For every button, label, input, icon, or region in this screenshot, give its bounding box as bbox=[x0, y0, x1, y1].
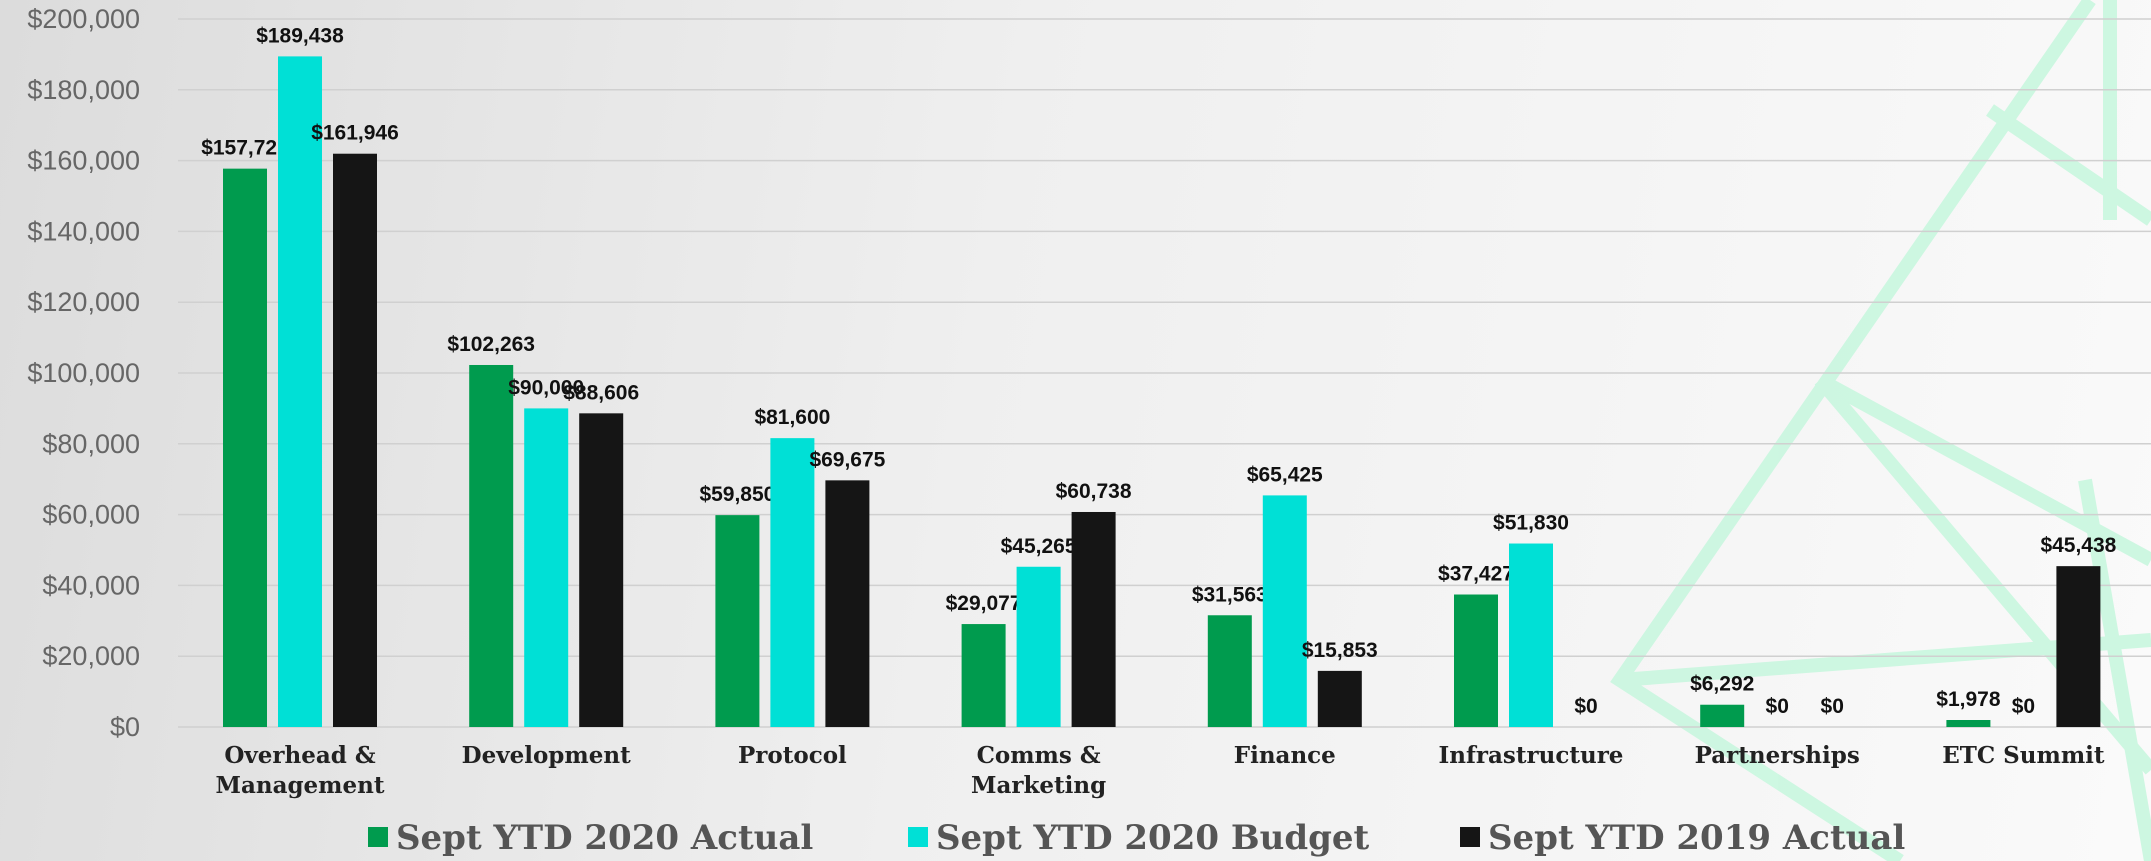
decoration bbox=[1610, 0, 2151, 861]
y-tick-label: $200,000 bbox=[27, 4, 140, 34]
data-label: $0 bbox=[1821, 695, 1844, 718]
data-label: $157,727 bbox=[201, 137, 289, 160]
x-tick-label: ETC Summit bbox=[1942, 742, 2105, 769]
bar bbox=[1016, 566, 1061, 727]
legend-item: Sept YTD 2019 Actual bbox=[1460, 818, 1905, 858]
data-label: $6,292 bbox=[1690, 673, 1754, 696]
y-tick-label: $20,000 bbox=[42, 641, 140, 671]
x-tick-label: Comms & Marketing bbox=[970, 742, 1107, 799]
bar bbox=[770, 438, 815, 727]
bar bbox=[715, 515, 760, 727]
data-label: $51,830 bbox=[1493, 512, 1569, 535]
x-tick-label: Infrastructure bbox=[1438, 742, 1624, 769]
bar bbox=[223, 168, 267, 727]
bar bbox=[1262, 495, 1307, 727]
y-tick-label: $0 bbox=[110, 712, 140, 742]
legend-label: Sept YTD 2020 Budget bbox=[936, 818, 1370, 858]
bar bbox=[278, 56, 322, 728]
y-tick-label: $160,000 bbox=[27, 146, 140, 176]
data-label: $88,606 bbox=[563, 381, 639, 404]
legend-label: Sept YTD 2019 Actual bbox=[1488, 818, 1906, 858]
data-label: $0 bbox=[2012, 695, 2035, 718]
y-tick-label: $80,000 bbox=[42, 429, 140, 459]
data-label: $1,978 bbox=[1936, 688, 2001, 711]
data-label: $69,675 bbox=[809, 448, 885, 471]
legend-label: Sept YTD 2020 Actual bbox=[396, 818, 814, 858]
data-label: $37,427 bbox=[1438, 563, 1514, 586]
data-label: $0 bbox=[1574, 695, 1597, 718]
y-tick-label: $180,000 bbox=[27, 75, 140, 105]
bar bbox=[333, 153, 377, 727]
data-label: $161,946 bbox=[311, 122, 399, 145]
bar bbox=[579, 413, 624, 727]
bar bbox=[2056, 566, 2101, 727]
data-label: $31,563 bbox=[1192, 583, 1268, 606]
bar bbox=[961, 624, 1006, 727]
data-label: $59,850 bbox=[699, 483, 775, 506]
data-label: $102,263 bbox=[447, 333, 535, 356]
bar bbox=[1207, 615, 1252, 727]
x-tick-label: Partnerships bbox=[1694, 742, 1860, 769]
y-tick-label: $120,000 bbox=[27, 287, 140, 317]
bar bbox=[1317, 670, 1362, 727]
legend-swatch bbox=[908, 827, 928, 847]
data-label: $0 bbox=[1766, 695, 1789, 718]
bar bbox=[1071, 511, 1116, 727]
x-tick-label: Development bbox=[461, 742, 631, 769]
data-label: $81,600 bbox=[754, 406, 830, 429]
legend-item: Sept YTD 2020 Actual bbox=[368, 818, 813, 858]
bar bbox=[1946, 719, 1991, 727]
bar bbox=[1454, 594, 1498, 727]
y-tick-label: $40,000 bbox=[42, 570, 140, 600]
bar bbox=[1509, 543, 1553, 727]
x-tick-label: Overhead & Management bbox=[215, 742, 385, 799]
data-label: $60,738 bbox=[1056, 480, 1132, 503]
legend-item: Sept YTD 2020 Budget bbox=[908, 818, 1369, 858]
bar bbox=[825, 480, 870, 727]
data-label: $29,077 bbox=[946, 592, 1022, 615]
data-label: $65,425 bbox=[1247, 463, 1323, 486]
y-tick-label: $140,000 bbox=[27, 216, 140, 246]
y-tick-label: $100,000 bbox=[27, 358, 140, 388]
y-tick-label: $60,000 bbox=[42, 500, 140, 530]
data-label: $15,853 bbox=[1302, 639, 1378, 662]
x-tick-label: Finance bbox=[1233, 742, 1336, 769]
data-label: $189,438 bbox=[256, 24, 344, 47]
x-tick-label: Protocol bbox=[737, 742, 847, 769]
legend-swatch bbox=[1460, 827, 1480, 847]
data-label: $45,265 bbox=[1001, 535, 1077, 558]
bar bbox=[1700, 704, 1745, 727]
data-label: $45,438 bbox=[2040, 534, 2116, 557]
data-label: $90,000 bbox=[508, 376, 584, 399]
bar bbox=[469, 364, 514, 727]
legend-swatch bbox=[368, 827, 388, 847]
bar bbox=[524, 408, 569, 727]
